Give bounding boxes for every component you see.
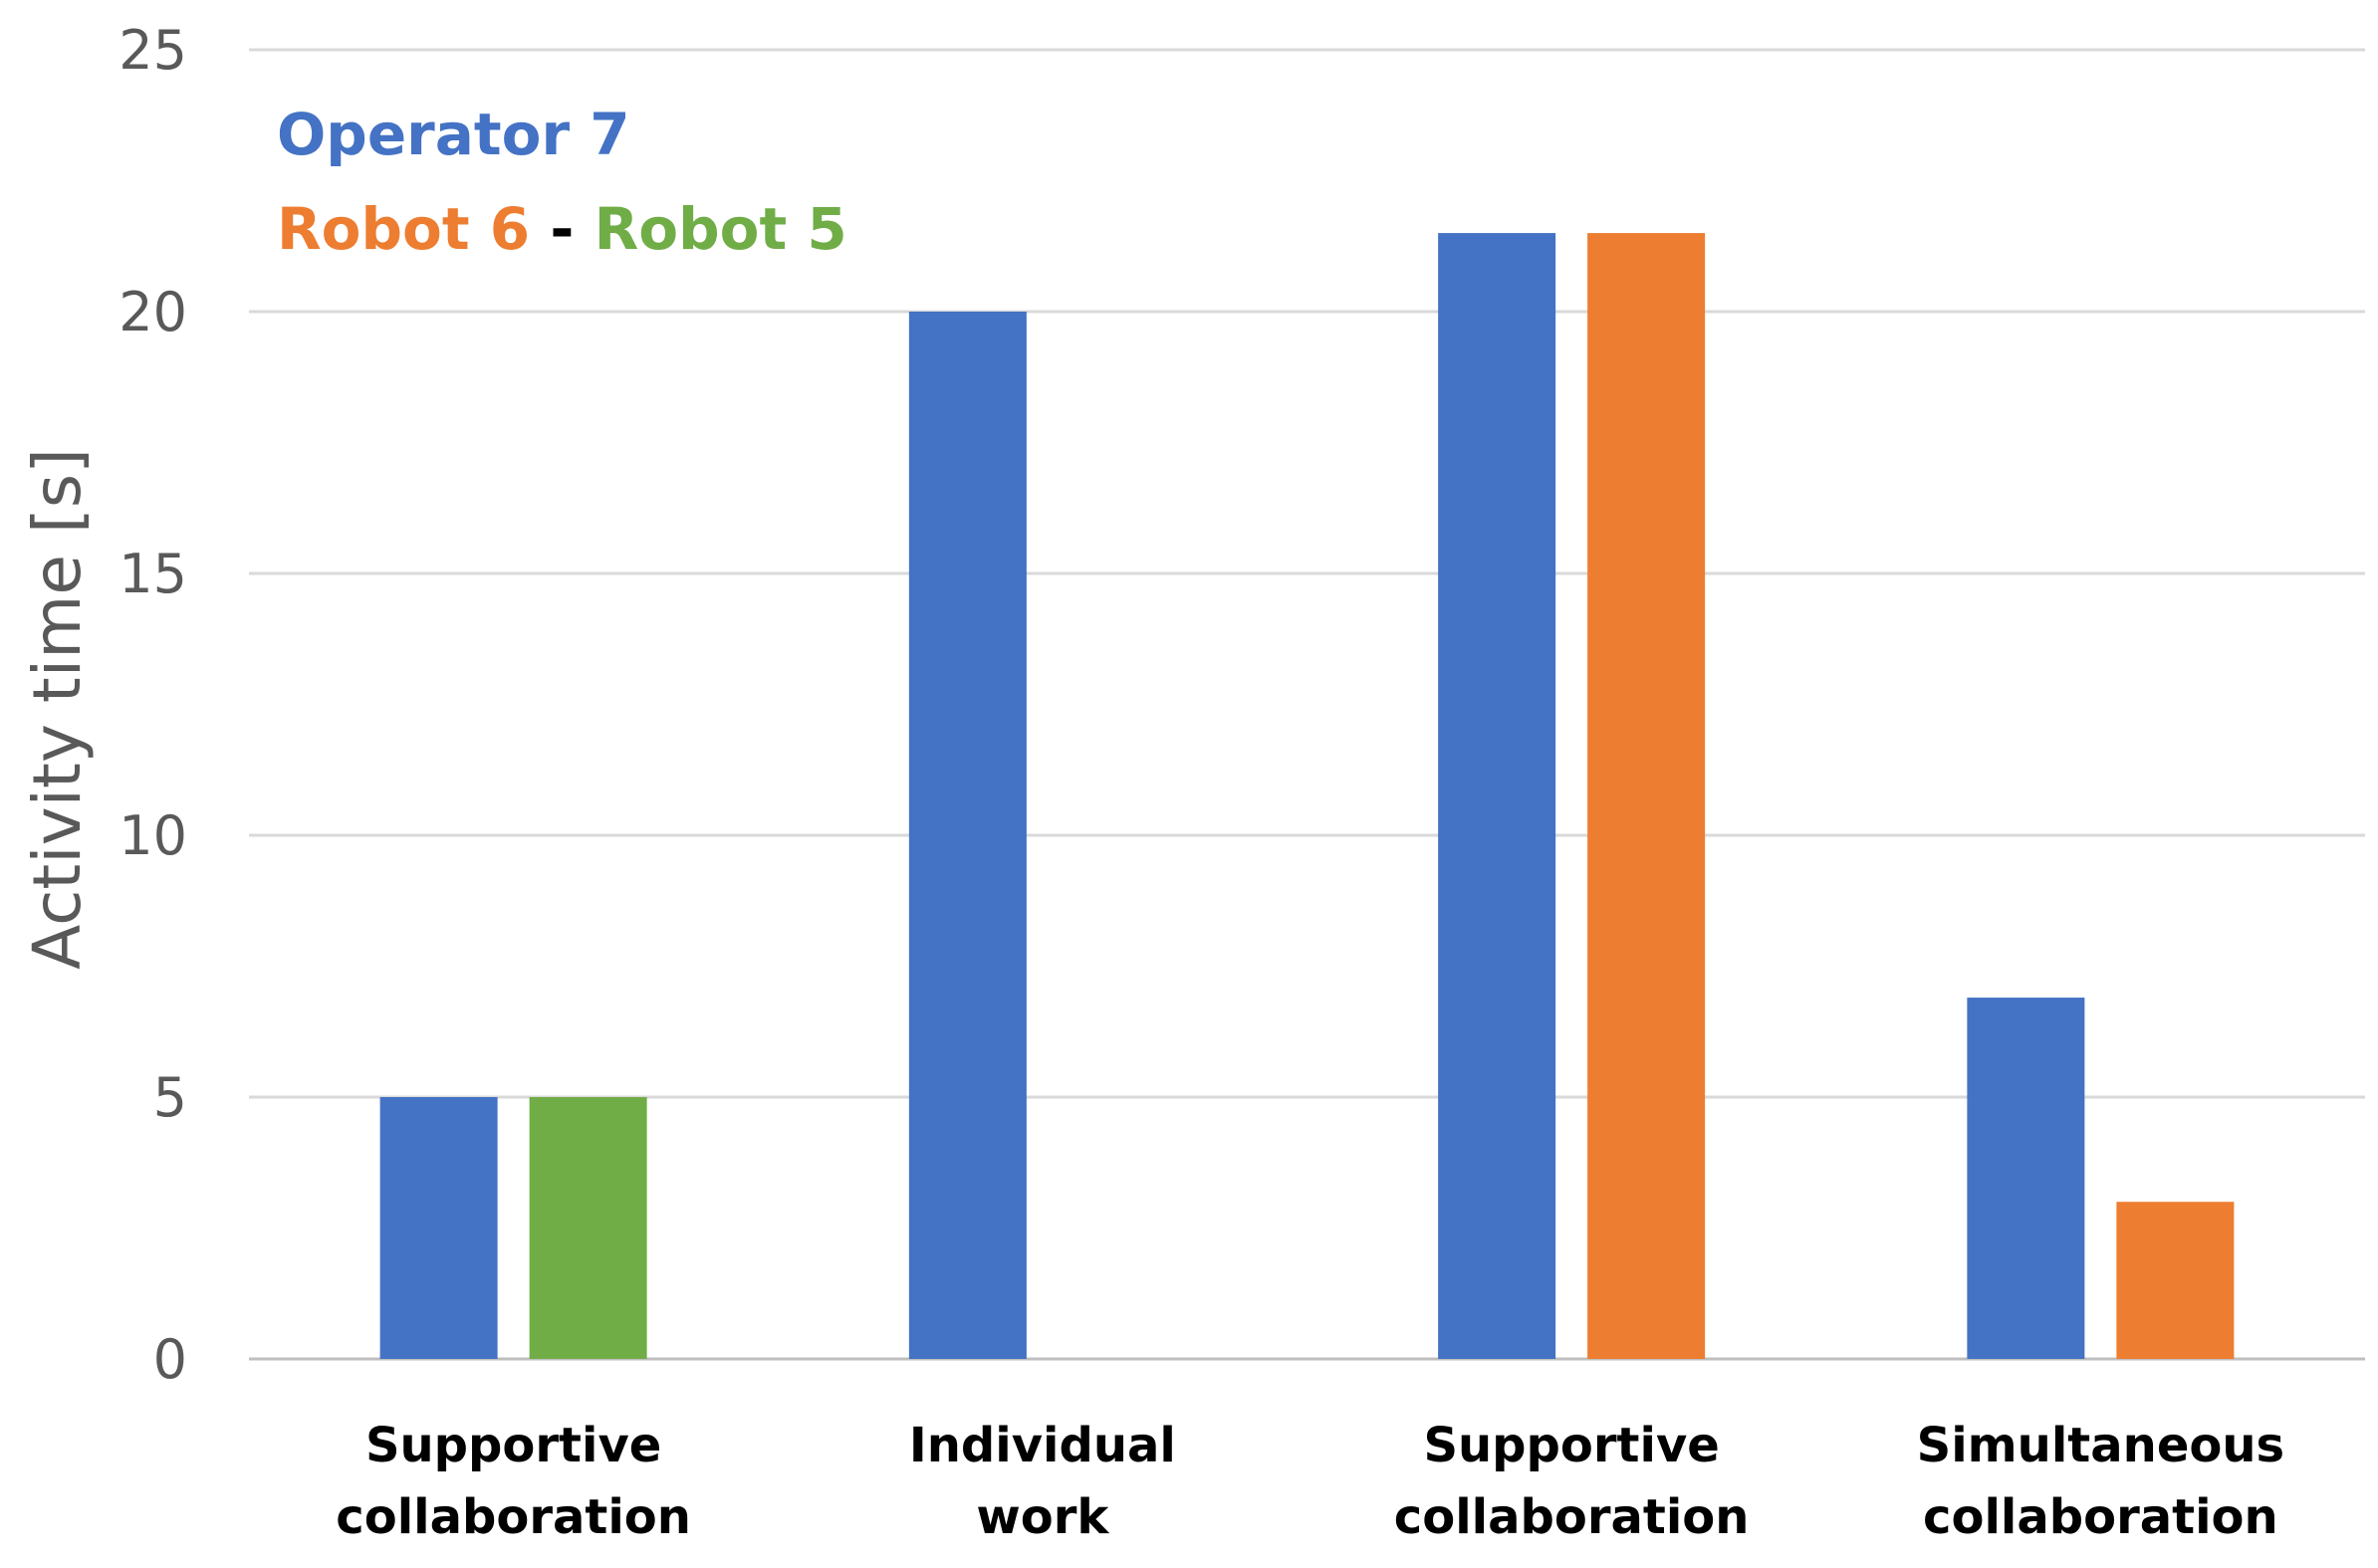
legend-series-label: Robot 6 (277, 195, 530, 263)
x-axis-category-labels: Supportive collaboration Individual work Sup… (336, 1418, 2284, 1545)
y-tick-label: 10 (119, 804, 187, 867)
y-tick-label: 15 (119, 543, 187, 605)
y-tick-label: 20 (119, 281, 187, 343)
legend-series-label: Operator 7 (277, 101, 630, 168)
x-category-label: Individual (909, 1418, 1176, 1473)
y-axis-ticks: 0 5 10 15 20 25 (119, 19, 187, 1391)
bars (379, 233, 2235, 1360)
bar (529, 1097, 647, 1359)
legend-series-label: - (530, 195, 594, 263)
bar (908, 312, 1027, 1359)
y-axis-title: Activity time [s] (19, 448, 96, 970)
x-category-label: work (976, 1489, 1109, 1545)
x-category-label: Supportive (365, 1418, 661, 1473)
x-category-label: collaboration (1394, 1489, 1750, 1545)
x-category-label: Supportive (1423, 1418, 1719, 1473)
legend-series-label: Robot 5 (594, 195, 847, 263)
x-category-label: Simultaneous (1917, 1418, 2284, 1473)
y-tick-label: 25 (119, 19, 187, 82)
bar (1438, 233, 1556, 1360)
bar (1587, 233, 1706, 1360)
bar (2116, 1202, 2235, 1359)
x-category-label: collaboration (336, 1489, 691, 1545)
legend-entry: Operator 7 (277, 101, 630, 168)
x-category-label: collaboration (1923, 1489, 2278, 1545)
y-tick-label: 5 (153, 1066, 187, 1129)
legend-entry: Robot 6 - Robot 5 (277, 195, 847, 263)
legend: Operator 7 Robot 6 - Robot 5 (277, 101, 847, 263)
bar (379, 1097, 498, 1359)
y-tick-label: 0 (153, 1328, 187, 1391)
bar (1967, 998, 2085, 1359)
